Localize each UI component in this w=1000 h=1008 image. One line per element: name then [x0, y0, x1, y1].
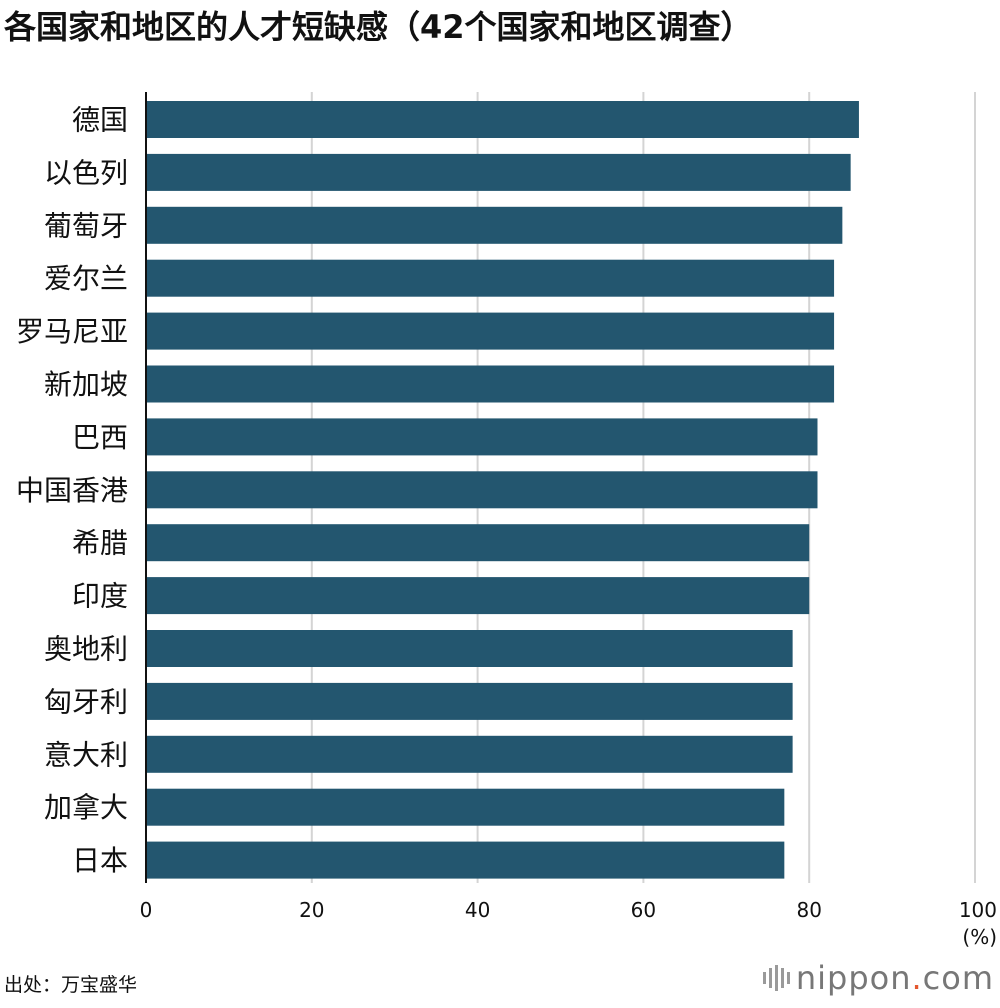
category-label: 匈牙利 — [44, 685, 128, 718]
bar — [146, 206, 843, 244]
x-tick-label: 0 — [140, 898, 153, 922]
brand-logo: nippon.com — [762, 958, 994, 998]
x-tick-label: 60 — [631, 898, 656, 922]
brand-dot: . — [911, 959, 923, 997]
bar — [146, 788, 785, 826]
x-unit-label: (%) — [962, 925, 997, 949]
x-tick-labels: 0 20 40 60 80 100 — [140, 898, 997, 922]
category-label: 爱尔兰 — [44, 262, 128, 295]
category-label: 意大利 — [44, 738, 128, 771]
bar — [146, 524, 810, 562]
x-tick-label: 100 — [959, 898, 997, 922]
bar — [146, 841, 785, 879]
bars — [146, 101, 859, 879]
bar — [146, 365, 835, 403]
category-label: 德国 — [72, 104, 128, 137]
bar — [146, 735, 793, 773]
bar — [146, 471, 818, 509]
bar — [146, 630, 793, 667]
bar — [146, 418, 818, 456]
source-note: 出处：万宝盛华 — [4, 974, 138, 996]
category-labels: 德国以色列葡萄牙爱尔兰罗马尼亚新加坡巴西中国香港希腊印度奥地利匈牙利意大利加拿大… — [16, 104, 128, 878]
bar — [146, 101, 859, 138]
category-label: 希腊 — [72, 527, 128, 560]
bar — [146, 312, 835, 350]
category-label: 以色列 — [44, 156, 128, 189]
bar — [146, 682, 793, 720]
chart-title: 各国家和地区的人才短缺感（42个国家和地区调查） — [4, 8, 753, 46]
category-label: 加拿大 — [44, 791, 128, 824]
bar — [146, 259, 835, 297]
category-label: 日本 — [72, 844, 128, 877]
bar-chart: 德国以色列葡萄牙爱尔兰罗马尼亚新加坡巴西中国香港希腊印度奥地利匈牙利意大利加拿大… — [16, 92, 997, 949]
category-label: 新加坡 — [44, 368, 128, 401]
brand-suffix: com — [922, 959, 994, 997]
x-tick-label: 20 — [299, 898, 324, 922]
category-label: 印度 — [72, 580, 128, 613]
x-tick-label: 80 — [796, 898, 821, 922]
bar — [146, 153, 851, 191]
x-tick-label: 40 — [465, 898, 490, 922]
nippon-bars-icon — [762, 965, 790, 991]
category-label: 葡萄牙 — [44, 209, 128, 242]
category-label: 罗马尼亚 — [16, 315, 128, 348]
category-label: 奥地利 — [44, 633, 128, 666]
category-label: 中国香港 — [16, 474, 128, 507]
brand-wordmark: nippon.com — [796, 959, 994, 997]
brand-name: nippon — [795, 959, 912, 997]
category-label: 巴西 — [72, 421, 128, 454]
bar — [146, 577, 810, 615]
